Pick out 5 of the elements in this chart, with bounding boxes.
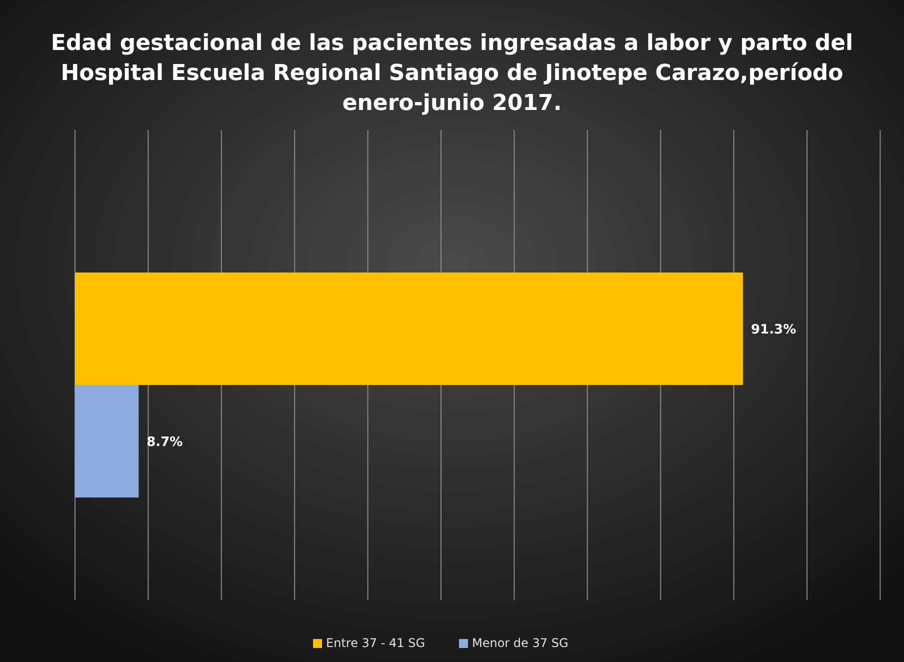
data-label: 91.3% [751,322,796,338]
data-label: 8.7% [146,434,183,450]
legend-label: Menor de 37 SG [472,636,568,650]
chart-title: Edad gestacional de las pacientes ingresadas a labor y parto del Hospital Escuela Regional Santiago de Jinotepe Carazo,período enero-junio 2017. [50,31,854,116]
legend-label: Entre 37 - 41 SG [326,636,425,650]
